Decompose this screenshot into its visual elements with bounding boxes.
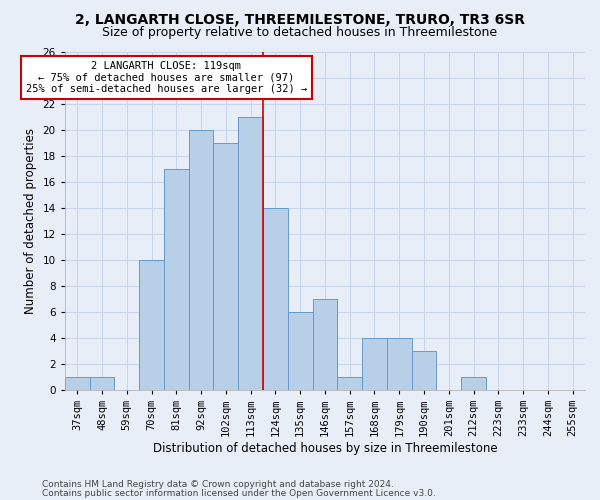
Y-axis label: Number of detached properties: Number of detached properties [24,128,37,314]
Bar [214,142,238,390]
Bar [412,351,436,390]
Bar [65,377,89,390]
Bar [288,312,313,390]
Bar [461,377,486,390]
Bar [139,260,164,390]
Bar [263,208,288,390]
Bar [362,338,387,390]
Bar [387,338,412,390]
Bar [89,377,115,390]
Text: Size of property relative to detached houses in Threemilestone: Size of property relative to detached ho… [103,26,497,39]
Bar [164,168,188,390]
Bar [188,130,214,390]
Bar [313,299,337,390]
Text: Contains public sector information licensed under the Open Government Licence v3: Contains public sector information licen… [42,489,436,498]
Text: 2 LANGARTH CLOSE: 119sqm
← 75% of detached houses are smaller (97)
25% of semi-d: 2 LANGARTH CLOSE: 119sqm ← 75% of detach… [26,61,307,94]
Text: Contains HM Land Registry data © Crown copyright and database right 2024.: Contains HM Land Registry data © Crown c… [42,480,394,489]
X-axis label: Distribution of detached houses by size in Threemilestone: Distribution of detached houses by size … [152,442,497,455]
Bar [238,116,263,390]
Text: 2, LANGARTH CLOSE, THREEMILESTONE, TRURO, TR3 6SR: 2, LANGARTH CLOSE, THREEMILESTONE, TRURO… [75,12,525,26]
Bar [337,377,362,390]
